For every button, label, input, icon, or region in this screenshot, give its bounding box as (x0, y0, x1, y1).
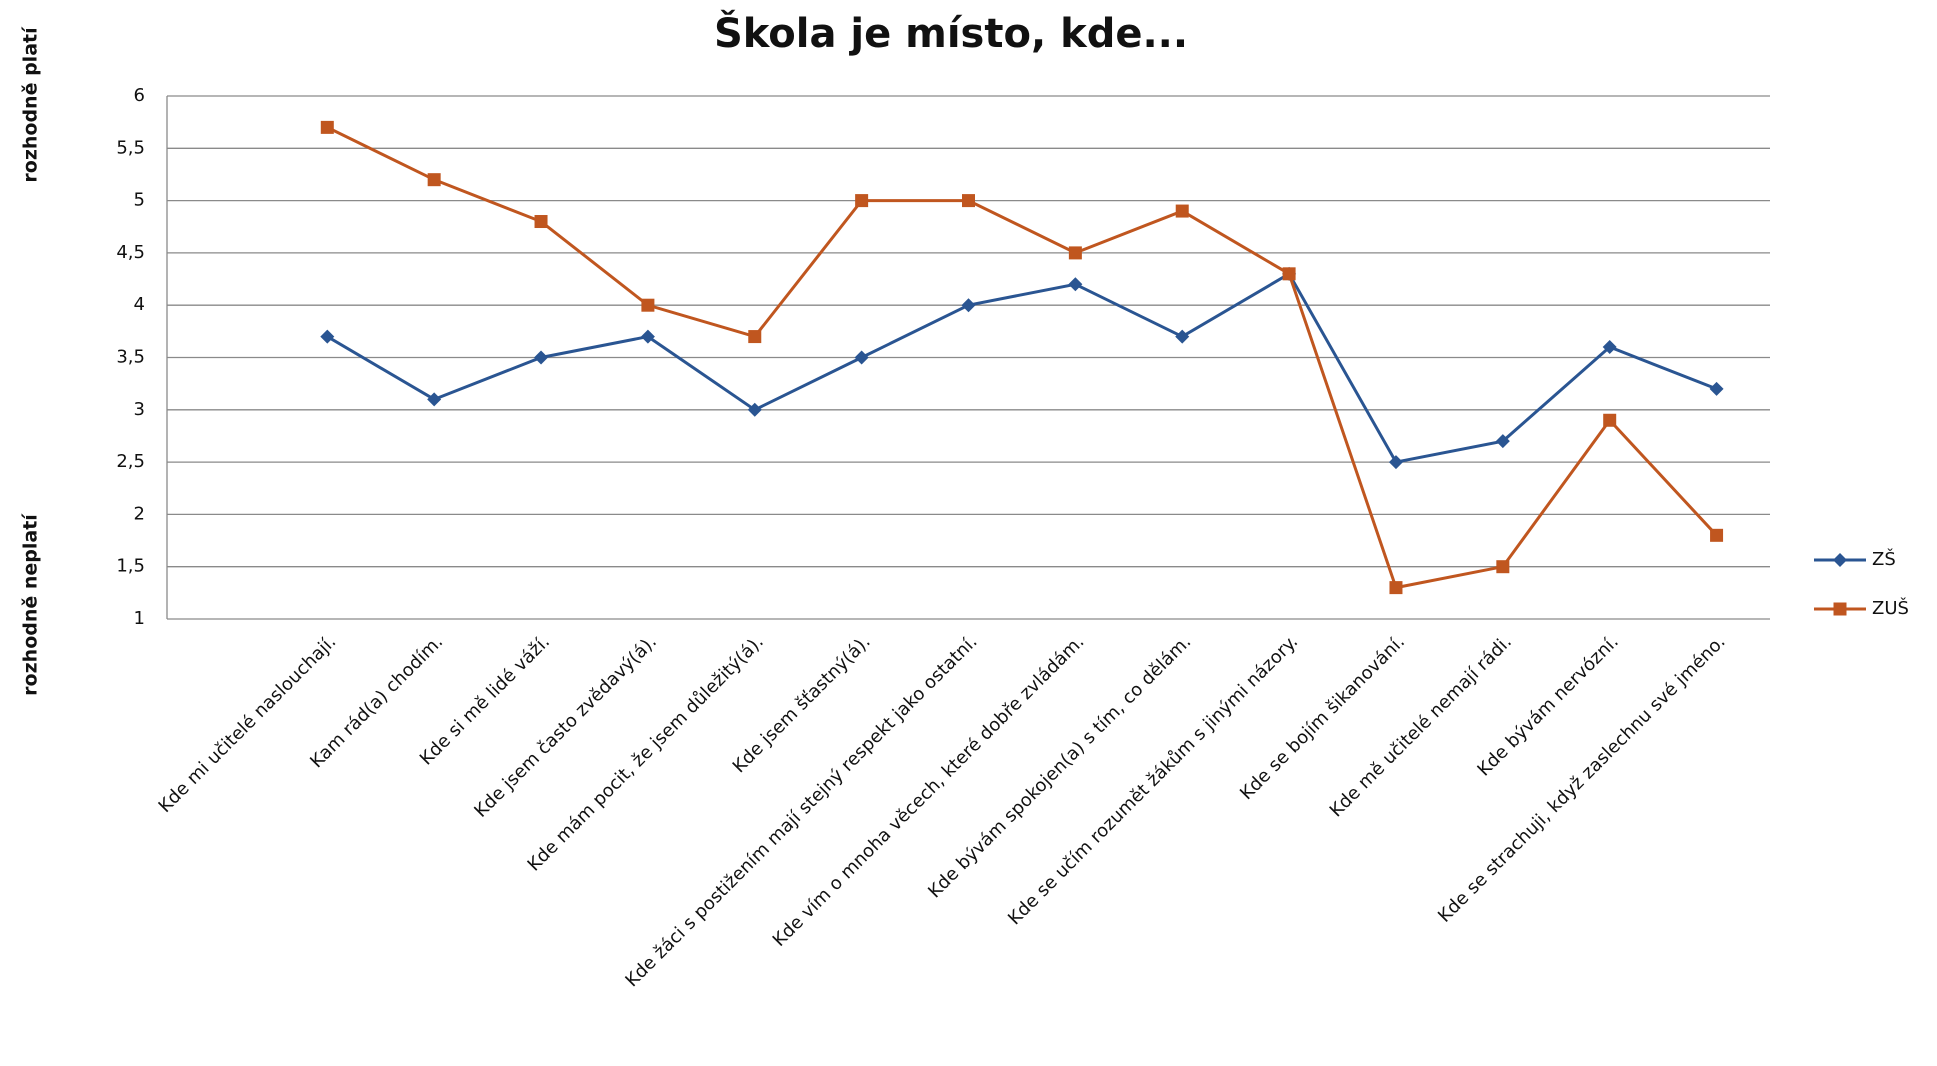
point (747, 402, 762, 417)
point (1495, 434, 1510, 449)
x-tick-label: Kde mi učitelé naslouchají. (155, 631, 341, 817)
point (1175, 329, 1190, 344)
point (1602, 340, 1617, 355)
point (854, 350, 869, 365)
point (427, 173, 441, 187)
point (1282, 267, 1296, 281)
series-line (326, 271, 1718, 464)
point (962, 194, 975, 208)
y-tick-label: 2,5 (116, 451, 145, 472)
x-tick-label: Kde mě učitelé nemají rádi. (1326, 631, 1516, 821)
chart-title: Škola je místo, kde... (714, 9, 1188, 57)
point (320, 120, 334, 134)
point (1068, 277, 1083, 292)
point (1388, 455, 1403, 470)
x-tick-label: Kde mám pocit, že jsem důležitý(á). (524, 631, 768, 875)
y-tick-label: 4 (134, 294, 145, 315)
series-line (326, 126, 1718, 590)
point (427, 392, 442, 407)
y-tick-label: 4,5 (116, 242, 145, 263)
x-tick-label: Kde žáci s postižením mají stejný respek… (621, 631, 981, 991)
point (1175, 204, 1189, 218)
y-tick-label: 5,5 (116, 137, 145, 158)
y-tick-label: 5 (134, 190, 145, 211)
point (1603, 413, 1617, 427)
legend-label: ZUŠ (1872, 597, 1909, 619)
point (641, 298, 655, 312)
point (320, 329, 335, 344)
point (534, 350, 549, 365)
y-tick-label: 1 (134, 608, 145, 629)
y-label-bottom: rozhodně neplatí (20, 513, 42, 696)
point (1389, 581, 1403, 595)
legend-label: ZŠ (1872, 548, 1896, 570)
y-tick-label: 6 (134, 85, 145, 106)
point (855, 194, 869, 208)
point (1833, 553, 1847, 567)
point (748, 330, 762, 344)
y-tick-label: 1,5 (116, 556, 145, 577)
point (1496, 560, 1510, 574)
point (1710, 528, 1724, 542)
point (640, 329, 655, 344)
point (1833, 602, 1847, 616)
point (534, 215, 548, 229)
point (1709, 381, 1724, 396)
x-tick-label: Kde jsem často zvědavý(á). (470, 631, 661, 822)
y-tick-label: 2 (134, 503, 145, 524)
y-tick-label: 3,5 (116, 347, 145, 368)
y-tick-label: 3 (134, 399, 145, 420)
point (961, 298, 976, 313)
y-label-top: rozhodně platí (20, 26, 42, 183)
point (1068, 246, 1082, 260)
